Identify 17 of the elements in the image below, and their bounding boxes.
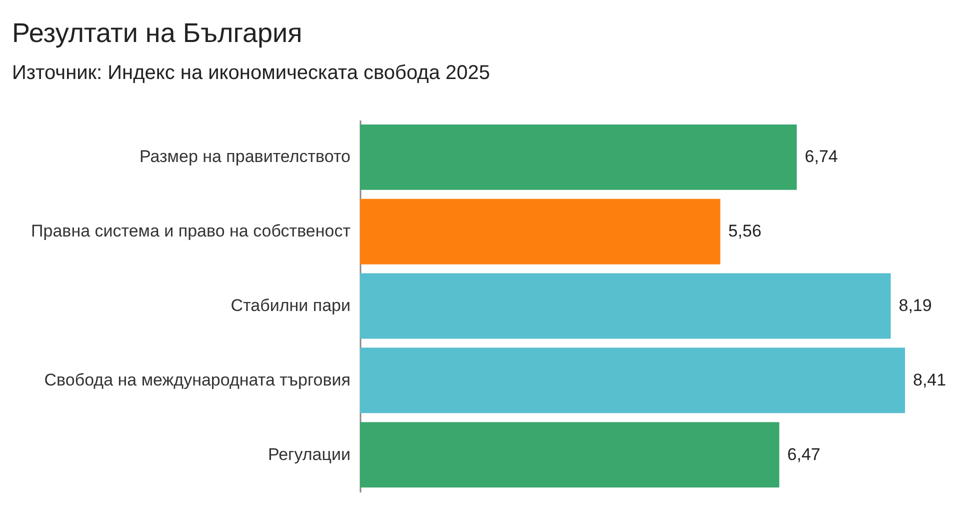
y-tick-label: Правна система и право на собственост bbox=[31, 222, 351, 241]
data-label: 6,47 bbox=[787, 444, 820, 464]
data-label: 6,74 bbox=[804, 147, 838, 166]
data-label: 8,19 bbox=[898, 296, 932, 315]
bar bbox=[360, 422, 780, 488]
chart-subtitle: Източник: Индекс на икономическата свобода 2025 bbox=[12, 62, 490, 85]
y-tick-label: Размер на правителството bbox=[139, 147, 350, 166]
y-tick-label: Регулации bbox=[268, 444, 350, 464]
bar bbox=[360, 198, 720, 264]
data-label: 5,56 bbox=[728, 222, 762, 241]
bar bbox=[360, 124, 797, 190]
y-tick-label: Свобода на международната търговия bbox=[44, 370, 350, 390]
bar bbox=[360, 348, 905, 414]
bar bbox=[360, 273, 891, 339]
y-tick-label: Стабилни пари bbox=[230, 296, 350, 315]
data-label: 8,41 bbox=[913, 370, 946, 390]
chart-title: Резултати на България bbox=[12, 18, 302, 49]
